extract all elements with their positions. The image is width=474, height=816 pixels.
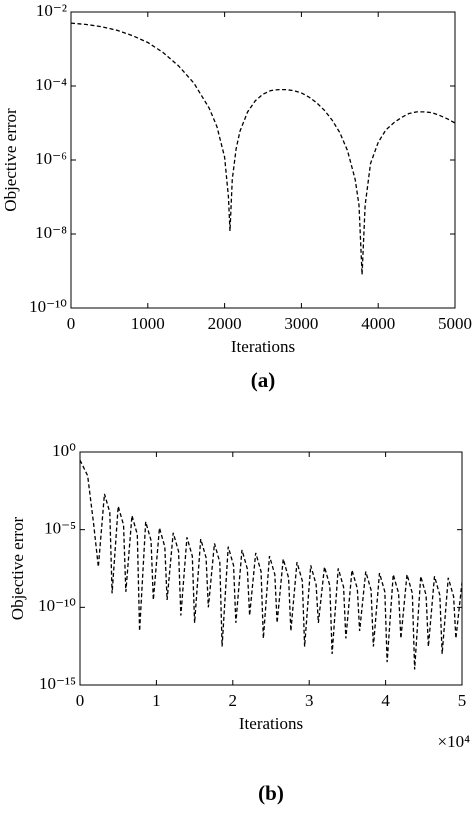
x-tick-label: 5000: [438, 314, 472, 333]
x-multiplier: ×10⁴: [437, 732, 470, 751]
x-axis-label: Iterations: [231, 337, 295, 356]
y-tick-label: 10⁰: [52, 441, 76, 460]
x-tick-label: 3: [305, 691, 314, 710]
x-tick-label: 2: [229, 691, 238, 710]
y-tick-label: 10⁻¹⁰: [29, 297, 67, 316]
x-tick-label: 2000: [208, 314, 242, 333]
caption: (b): [258, 781, 284, 805]
x-tick-label: 4: [381, 691, 390, 710]
caption: (a): [251, 368, 276, 392]
plot-frame: [70, 11, 456, 309]
y-tick-label: 10⁻¹⁵: [39, 674, 76, 693]
y-tick-label: 10⁻⁶: [35, 149, 67, 168]
x-tick-label: 1000: [131, 314, 165, 333]
x-tick-label: 0: [67, 314, 76, 333]
plot-frame: [79, 451, 463, 686]
x-axis-label: Iterations: [239, 714, 303, 733]
y-tick-label: 10⁻⁴: [35, 75, 67, 94]
x-tick-label: 4000: [361, 314, 395, 333]
x-tick-label: 3000: [284, 314, 318, 333]
x-tick-label: 1: [152, 691, 161, 710]
y-axis-label: Objective error: [1, 108, 20, 212]
x-tick-label: 0: [76, 691, 85, 710]
y-tick-label: 10⁻²: [36, 1, 67, 20]
x-tick-label: 5: [458, 691, 467, 710]
y-tick-label: 10⁻⁸: [35, 223, 67, 242]
y-axis-label: Objective error: [8, 516, 27, 620]
data-line: [71, 22, 455, 275]
y-tick-label: 10⁻¹⁰: [38, 596, 76, 615]
y-tick-label: 10⁻⁵: [44, 519, 76, 538]
data-line: [80, 459, 462, 670]
